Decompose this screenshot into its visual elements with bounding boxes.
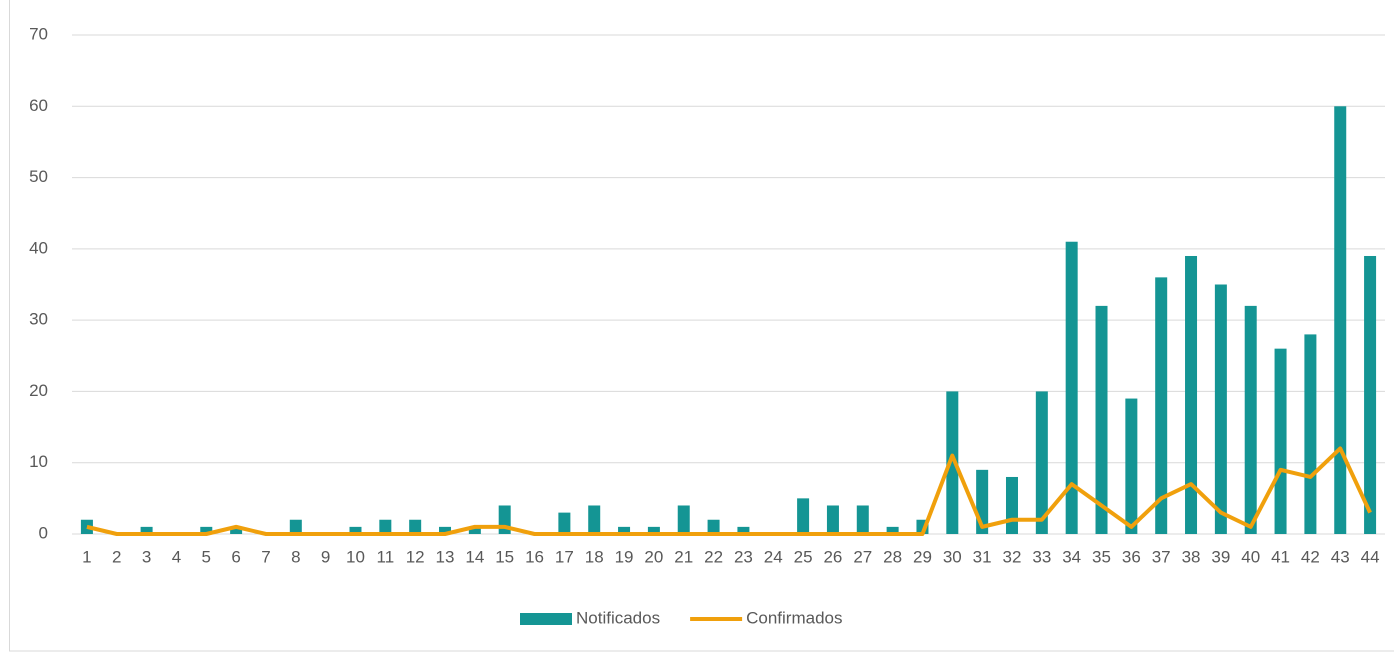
x-tick-label: 8 bbox=[291, 547, 300, 566]
line bbox=[86, 446, 1372, 536]
x-tick-label: 9 bbox=[321, 547, 330, 566]
y-tick-label: 10 bbox=[29, 452, 48, 471]
x-tick-label: 28 bbox=[883, 547, 902, 566]
bar bbox=[1364, 255, 1377, 534]
x-tick-label: 25 bbox=[794, 547, 813, 566]
y-tick-label: 70 bbox=[29, 24, 48, 43]
bar bbox=[618, 526, 631, 534]
y-tick-label: 0 bbox=[39, 523, 48, 542]
x-tick-label: 17 bbox=[555, 547, 574, 566]
x-tick-label: 44 bbox=[1361, 547, 1380, 566]
x-tick-label: 5 bbox=[202, 547, 211, 566]
bar bbox=[140, 526, 153, 534]
x-tick-label: 22 bbox=[704, 547, 723, 566]
x-tick-label: 24 bbox=[764, 547, 783, 566]
x-tick-label: 26 bbox=[823, 547, 842, 566]
bar bbox=[379, 519, 392, 534]
x-tick-label: 40 bbox=[1241, 547, 1260, 566]
bar bbox=[707, 519, 720, 534]
x-tick-label: 20 bbox=[644, 547, 663, 566]
bar bbox=[946, 391, 959, 534]
x-tick-label: 1 bbox=[82, 547, 91, 566]
x-tick-label: 34 bbox=[1062, 547, 1081, 566]
x-tick-label: 37 bbox=[1152, 547, 1171, 566]
x-tick-label: 4 bbox=[172, 547, 181, 566]
x-tick-label: 36 bbox=[1122, 547, 1141, 566]
x-tick-label: 6 bbox=[231, 547, 240, 566]
bar bbox=[439, 526, 452, 534]
x-tick-label: 42 bbox=[1301, 547, 1320, 566]
x-tick-label: 10 bbox=[346, 547, 365, 566]
bar bbox=[1095, 305, 1108, 534]
x-tick-label: 33 bbox=[1032, 547, 1051, 566]
bar bbox=[558, 512, 571, 534]
bar bbox=[200, 526, 213, 534]
x-tick-label: 15 bbox=[495, 547, 514, 566]
x-tick-label: 31 bbox=[973, 547, 992, 566]
bar bbox=[647, 526, 660, 534]
y-tick-label: 20 bbox=[29, 381, 48, 400]
x-tick-label: 23 bbox=[734, 547, 753, 566]
x-tick-label: 27 bbox=[853, 547, 872, 566]
bar bbox=[677, 505, 690, 534]
x-tick-label: 43 bbox=[1331, 547, 1350, 566]
y-tick-label: 60 bbox=[29, 96, 48, 115]
x-tick-label: 21 bbox=[674, 547, 693, 566]
y-tick-label: 50 bbox=[29, 167, 48, 186]
bar bbox=[1304, 334, 1317, 534]
x-tick-label: 13 bbox=[436, 547, 455, 566]
bar bbox=[409, 519, 422, 534]
legend-label: Confirmados bbox=[746, 608, 842, 627]
x-tick-label: 41 bbox=[1271, 547, 1290, 566]
x-tick-label: 3 bbox=[142, 547, 151, 566]
bar bbox=[737, 526, 750, 534]
legend-swatch bbox=[520, 613, 572, 625]
bar bbox=[1125, 398, 1138, 534]
bar bbox=[1005, 476, 1018, 534]
y-tick-label: 40 bbox=[29, 238, 48, 257]
bar bbox=[826, 505, 839, 534]
chart-border bbox=[9, 0, 1394, 652]
x-tick-label: 39 bbox=[1211, 547, 1230, 566]
x-tick-label: 18 bbox=[585, 547, 604, 566]
bar bbox=[289, 519, 302, 534]
bar bbox=[349, 526, 362, 534]
bar bbox=[886, 526, 899, 534]
x-tick-label: 38 bbox=[1182, 547, 1201, 566]
bar bbox=[588, 505, 601, 534]
legend-label: Notificados bbox=[576, 608, 660, 627]
bar bbox=[1065, 241, 1078, 534]
x-tick-label: 2 bbox=[112, 547, 121, 566]
x-tick-label: 11 bbox=[377, 547, 395, 566]
bar bbox=[1244, 305, 1257, 534]
x-tick-label: 12 bbox=[406, 547, 425, 566]
bar bbox=[1155, 277, 1168, 534]
bar bbox=[468, 526, 481, 534]
x-tick-label: 16 bbox=[525, 547, 544, 566]
bar bbox=[230, 526, 243, 534]
x-tick-label: 29 bbox=[913, 547, 932, 566]
y-tick-label: 30 bbox=[29, 310, 48, 329]
x-tick-label: 14 bbox=[465, 547, 484, 566]
bar bbox=[797, 498, 810, 534]
bar bbox=[1035, 391, 1048, 534]
bar bbox=[1334, 106, 1347, 535]
bar bbox=[1185, 255, 1198, 534]
x-tick-label: 19 bbox=[615, 547, 634, 566]
x-tick-label: 30 bbox=[943, 547, 962, 566]
x-tick-label: 7 bbox=[261, 547, 270, 566]
x-tick-label: 32 bbox=[1003, 547, 1022, 566]
bar bbox=[1214, 284, 1227, 534]
bar bbox=[1274, 348, 1287, 534]
x-tick-label: 35 bbox=[1092, 547, 1111, 566]
bar bbox=[856, 505, 869, 534]
